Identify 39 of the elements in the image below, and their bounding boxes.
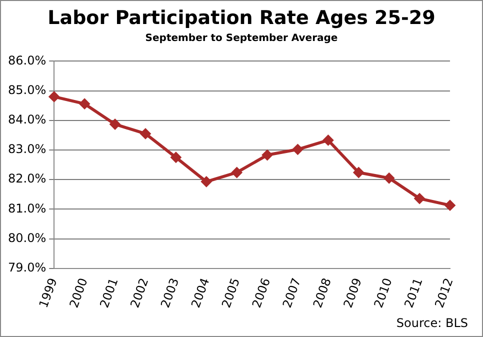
point	[322, 134, 334, 146]
x-tick-label: 2008	[310, 276, 334, 310]
point	[200, 176, 212, 188]
point	[110, 118, 121, 130]
x-tick-label: 2007	[280, 276, 304, 310]
x-tick-label: 2002	[128, 276, 152, 310]
x-tick-label: 2011	[402, 276, 426, 310]
point	[140, 128, 151, 140]
point	[292, 144, 304, 155]
y-tick-label: 81.0%	[8, 201, 46, 216]
x-tick-label: 2004	[188, 276, 212, 310]
chart-subtitle: September to September Average	[144, 33, 339, 44]
x-tick-label: 2006	[249, 276, 274, 310]
x-tick-label: 2010	[371, 276, 395, 310]
y-tick-label: 86.0%	[8, 53, 46, 68]
point	[170, 152, 182, 163]
x-tick-label: 2012	[432, 276, 456, 310]
y-tick-label: 79.0%	[8, 260, 46, 275]
point	[262, 150, 273, 161]
source-note: Source: BLS	[396, 316, 468, 330]
x-tick-label: 1999	[36, 276, 60, 310]
y-tick-label: 80.0%	[8, 230, 46, 245]
point	[231, 166, 242, 178]
x-tick-label: 2000	[66, 276, 90, 310]
y-tick-label: 85.0%	[8, 82, 46, 97]
x-tick-label: 2003	[158, 276, 182, 310]
point	[384, 172, 395, 184]
x-tick-label: 2009	[340, 276, 364, 310]
point	[444, 200, 456, 211]
chart-title: Labor Participation Rate Ages 25-29	[46, 7, 436, 29]
point	[48, 91, 60, 102]
point	[353, 166, 364, 178]
y-tick-label: 83.0%	[8, 142, 46, 156]
x-tick-label: 2005	[219, 276, 243, 310]
x-tick-label: 2001	[97, 276, 121, 310]
point	[414, 193, 426, 204]
y-tick-label: 82.0%	[8, 172, 46, 186]
y-tick-label: 84.0%	[8, 112, 46, 127]
point	[79, 98, 90, 110]
